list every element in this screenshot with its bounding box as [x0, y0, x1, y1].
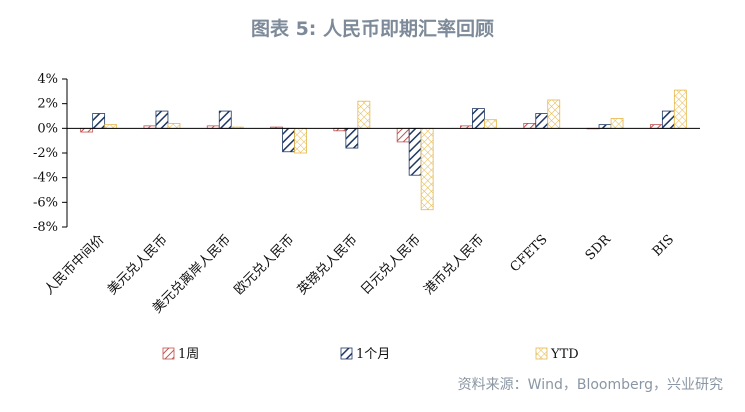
bar-2-3: [294, 127, 307, 154]
legend-label: 1个月: [356, 347, 390, 362]
bar-2-5: [420, 127, 434, 211]
category-label: SDR: [583, 231, 615, 263]
legend-swatch: [340, 347, 353, 360]
bar-1-0: [92, 113, 106, 129]
bar-0-0: [80, 127, 94, 133]
chart-title: 图表 5: 人民币即期汇率回顾: [250, 18, 495, 40]
bar-2-7: [547, 99, 561, 129]
category-label: CFETS: [507, 232, 550, 275]
bar-1-2: [218, 110, 232, 129]
bar-1-1: [155, 110, 169, 129]
y-tick-label: 2%: [37, 97, 58, 112]
legend-swatch: [535, 347, 548, 360]
y-tick-label: -4%: [33, 171, 58, 186]
category-label: 日元兑人民币: [358, 232, 424, 298]
y-tick-label: 4%: [37, 72, 58, 87]
category-label: 欧元兑人民币: [232, 232, 298, 298]
legend-label: 1周: [178, 347, 199, 362]
category-label: 人民币中间价: [42, 232, 108, 298]
bar-1-6: [472, 108, 485, 129]
bar-0-9: [649, 124, 663, 129]
bar-2-0: [104, 124, 118, 129]
category-label: 英镑兑人民币: [294, 232, 360, 298]
bar-2-8: [610, 118, 624, 129]
bar-0-7: [523, 123, 537, 129]
legend-swatch: [162, 347, 175, 360]
bar-2-6: [484, 119, 497, 129]
category-label: 港币兑人民币: [422, 232, 488, 298]
bar-1-5: [408, 127, 422, 176]
category-label: 美元兑人民币: [105, 232, 171, 298]
bar-1-8: [598, 124, 612, 129]
category-label: BIS: [650, 232, 677, 259]
bar-1-7: [535, 113, 549, 129]
bar-2-1: [167, 123, 181, 129]
bar-1-4: [345, 127, 359, 149]
y-tick-label: -2%: [33, 146, 58, 161]
y-tick-label: 0%: [37, 121, 58, 136]
source-note: 资料来源：Wind，Bloomberg，兴业研究: [457, 377, 723, 393]
bar-0-5: [396, 127, 410, 143]
bar-1-9: [661, 110, 675, 129]
legend-label: YTD: [550, 347, 579, 362]
bar-1-3: [282, 127, 295, 153]
y-tick-label: -8%: [33, 220, 58, 235]
bar-2-9: [673, 89, 687, 129]
y-tick-label: -6%: [33, 195, 58, 210]
bar-2-4: [357, 100, 371, 129]
